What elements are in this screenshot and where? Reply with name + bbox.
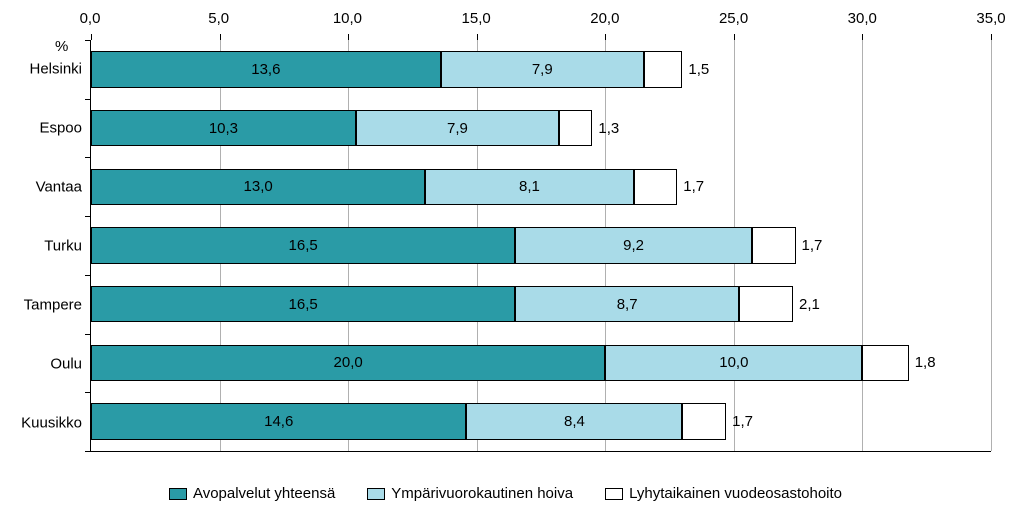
bar-segment: 8,7: [515, 286, 739, 322]
y-tick: [85, 99, 91, 100]
x-tick-label: 35,0: [976, 10, 1005, 27]
category-label: Turku: [44, 238, 82, 255]
category-label: Vantaa: [36, 179, 82, 196]
bar-value-label: 13,0: [244, 178, 273, 195]
x-tick: [91, 34, 92, 40]
y-tick: [85, 40, 91, 41]
bar-segment: [559, 110, 592, 146]
bar-segment: 9,2: [515, 227, 752, 263]
bar-value-label: 7,9: [447, 120, 468, 137]
bar-row: 13,6 7,9 1,5: [91, 51, 991, 87]
x-tick-label: 25,0: [719, 10, 748, 27]
y-tick: [85, 216, 91, 217]
bar-segment: 7,9: [441, 51, 644, 87]
bar-value-label: 8,7: [617, 296, 638, 313]
legend-item: Avopalvelut yhteensä: [169, 485, 335, 502]
bar-value-label: 16,5: [289, 296, 318, 313]
bar-value-label: 1,3: [598, 120, 619, 137]
bar-value-label: 8,1: [519, 178, 540, 195]
bar-value-label: 14,6: [264, 413, 293, 430]
bar-value-label: 13,6: [251, 61, 280, 78]
category-label: Oulu: [50, 355, 82, 372]
bar-segment: 10,0: [605, 345, 862, 381]
bar-value-label: 10,0: [719, 354, 748, 371]
bar-segment: 16,5: [91, 227, 515, 263]
bar-segment: [634, 169, 678, 205]
legend-label: Avopalvelut yhteensä: [193, 485, 335, 502]
x-tick-label: 15,0: [462, 10, 491, 27]
legend-item: Lyhytaikainen vuodeosastohoito: [605, 485, 842, 502]
bar-value-label: 9,2: [623, 237, 644, 254]
bar-value-label: 20,0: [334, 354, 363, 371]
bar-segment: [644, 51, 683, 87]
y-tick: [85, 334, 91, 335]
y-tick: [85, 157, 91, 158]
bar-segment: [739, 286, 793, 322]
category-label: Helsinki: [29, 61, 82, 78]
chart-container: % 0,05,010,015,020,025,030,035,0 Helsink…: [0, 0, 1011, 512]
category-label: Kuusikko: [21, 414, 82, 431]
bar-value-label: 1,7: [732, 413, 753, 430]
legend-swatch: [367, 488, 385, 500]
bar-segment: 13,0: [91, 169, 425, 205]
bar-value-label: 7,9: [532, 61, 553, 78]
bar-segment: 20,0: [91, 345, 605, 381]
legend-swatch: [605, 488, 623, 500]
bar-row: 20,0 10,0 1,8: [91, 345, 991, 381]
x-tick-label: 10,0: [333, 10, 362, 27]
bar-segment: [752, 227, 796, 263]
bar-value-label: 8,4: [564, 413, 585, 430]
bar-segment: 16,5: [91, 286, 515, 322]
bar-row: 13,0 8,1 1,7: [91, 169, 991, 205]
bar-value-label: 1,7: [802, 237, 823, 254]
plot-area: 13,6 7,9 1,5 10,3 7,9 1,3 13,0 8,1 1,7 16,5 9,2 1,7…: [90, 40, 991, 452]
y-axis-labels: Helsinki Espoo Vantaa Turku Tampere Oulu Kuusi…: [0, 40, 82, 452]
bar-value-label: 16,5: [289, 237, 318, 254]
bar-segment: 13,6: [91, 51, 441, 87]
x-tick-label: 5,0: [208, 10, 229, 27]
bar-value-label: 1,5: [688, 61, 709, 78]
x-axis-labels: 0,05,010,015,020,025,030,035,0: [90, 10, 991, 30]
x-gridline: [991, 40, 992, 451]
bar-segment: [682, 403, 726, 439]
y-tick: [85, 392, 91, 393]
legend-label: Lyhytaikainen vuodeosastohoito: [629, 485, 842, 502]
bar-segment: 8,4: [466, 403, 682, 439]
bar-value-label: 2,1: [799, 296, 820, 313]
bar-segment: 10,3: [91, 110, 356, 146]
bar-segment: 14,6: [91, 403, 466, 439]
x-tick-label: 20,0: [590, 10, 619, 27]
category-label: Espoo: [39, 120, 82, 137]
bar-row: 16,5 9,2 1,7: [91, 227, 991, 263]
category-label: Tampere: [24, 296, 82, 313]
legend-swatch: [169, 488, 187, 500]
bar-row: 10,3 7,9 1,3: [91, 110, 991, 146]
x-tick-label: 30,0: [848, 10, 877, 27]
bar-segment: 8,1: [425, 169, 633, 205]
bar-row: 14,6 8,4 1,7: [91, 403, 991, 439]
legend-item: Ympärivuorokautinen hoiva: [367, 485, 573, 502]
x-tick-label: 0,0: [80, 10, 101, 27]
bar-value-label: 1,8: [915, 354, 936, 371]
bar-row: 16,5 8,7 2,1: [91, 286, 991, 322]
legend: Avopalvelut yhteensä Ympärivuorokautinen …: [0, 485, 1011, 502]
y-tick: [85, 275, 91, 276]
legend-label: Ympärivuorokautinen hoiva: [391, 485, 573, 502]
y-tick: [85, 451, 91, 452]
bar-segment: [862, 345, 908, 381]
bar-segment: 7,9: [356, 110, 559, 146]
bar-value-label: 10,3: [209, 120, 238, 137]
bar-value-label: 1,7: [683, 178, 704, 195]
